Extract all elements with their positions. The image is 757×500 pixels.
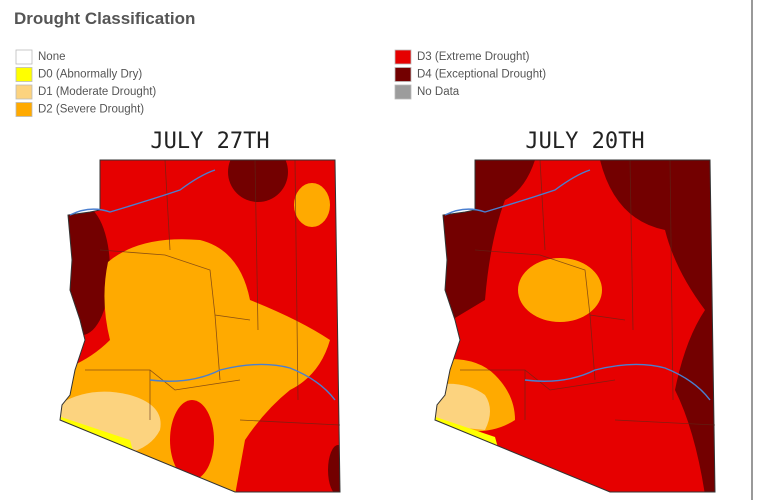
legend-swatch xyxy=(15,67,33,82)
legend-swatch xyxy=(15,49,33,65)
legend-swatch xyxy=(15,102,33,117)
title: Drought Classification xyxy=(14,9,195,28)
legend-label: D2 (Severe Drought) xyxy=(38,104,144,116)
drought-region xyxy=(60,205,110,335)
legend-swatch xyxy=(394,49,412,65)
legend-swatch xyxy=(394,67,412,82)
legend-label: D4 (Exceptional Drought) xyxy=(417,69,546,81)
map-title: JULY 20TH xyxy=(525,129,644,154)
legend-swatch xyxy=(15,84,33,100)
legend-label: D0 (Abnormally Dry) xyxy=(38,69,142,81)
drought-region xyxy=(328,445,340,492)
legend-label: None xyxy=(38,51,66,63)
legend-label: D3 (Extreme Drought) xyxy=(417,51,530,63)
legend: None D0 (Abnormally Dry) D1 (Moderate Drou… xyxy=(15,49,546,117)
drought-region xyxy=(228,160,288,202)
drought-region xyxy=(294,183,330,227)
legend-label: No Data xyxy=(417,86,460,98)
drought-region xyxy=(518,258,602,322)
legend-swatch xyxy=(394,84,412,100)
drought-region xyxy=(170,400,214,480)
drought-region xyxy=(435,383,490,430)
map-july-20 xyxy=(434,159,716,493)
map-title: JULY 27TH xyxy=(150,129,269,154)
drought-region xyxy=(600,160,715,492)
map-july-27 xyxy=(59,159,341,493)
drought-region xyxy=(60,391,161,455)
legend-label: D1 (Moderate Drought) xyxy=(38,86,156,98)
